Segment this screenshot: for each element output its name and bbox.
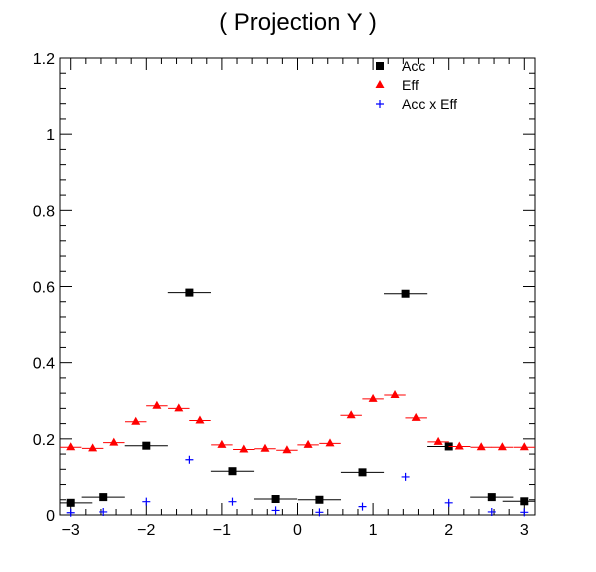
data-point bbox=[520, 497, 529, 506]
x-tick-label: 1 bbox=[369, 522, 378, 539]
legend-label: Acc bbox=[402, 58, 425, 74]
data-layer bbox=[60, 288, 535, 517]
data-point bbox=[433, 436, 443, 445]
data-point bbox=[444, 498, 453, 507]
data-point bbox=[152, 400, 162, 409]
y-tick-label: 1.2 bbox=[33, 51, 55, 68]
series-acc bbox=[60, 288, 535, 507]
data-point bbox=[99, 507, 108, 516]
legend-marker-acc bbox=[376, 62, 384, 70]
x-tick-label: 3 bbox=[520, 522, 529, 539]
data-point bbox=[88, 443, 98, 452]
data-point bbox=[476, 442, 486, 451]
data-point bbox=[315, 508, 324, 517]
data-point bbox=[315, 495, 324, 504]
data-point bbox=[303, 439, 313, 448]
data-point bbox=[358, 502, 367, 511]
axes: 0 0.2 0.4 0.6 0.8 1 1.2 −3 −2 −1 0 1 2 3 bbox=[33, 51, 535, 539]
data-point bbox=[487, 493, 496, 502]
data-point bbox=[358, 468, 367, 477]
series-acc-x-eff bbox=[66, 455, 529, 517]
y-tick-label: 0.4 bbox=[33, 356, 55, 373]
y-tick-label: 0.8 bbox=[33, 203, 55, 220]
data-point bbox=[497, 442, 507, 451]
data-point bbox=[217, 439, 227, 448]
data-point bbox=[66, 508, 75, 517]
y-tick-label: 0.2 bbox=[33, 432, 55, 449]
x-tick-label: −1 bbox=[213, 522, 231, 539]
data-point bbox=[519, 442, 529, 451]
data-point bbox=[185, 288, 194, 297]
x-tick-label: 0 bbox=[293, 522, 302, 539]
x-tick-label: 2 bbox=[444, 522, 453, 539]
data-point bbox=[142, 497, 151, 506]
data-point bbox=[487, 507, 496, 516]
data-point bbox=[454, 441, 464, 450]
data-point bbox=[271, 495, 280, 504]
data-point bbox=[260, 443, 270, 452]
data-point bbox=[346, 410, 356, 419]
data-point bbox=[520, 508, 529, 517]
data-point bbox=[131, 416, 141, 425]
data-point bbox=[411, 412, 421, 421]
y-tick-label: 0 bbox=[46, 508, 55, 525]
x-tick-label: −3 bbox=[62, 522, 80, 539]
data-point bbox=[66, 498, 75, 507]
data-point bbox=[228, 467, 237, 476]
data-point bbox=[368, 393, 378, 402]
data-point bbox=[66, 442, 76, 451]
data-point bbox=[390, 390, 400, 399]
data-point bbox=[228, 497, 237, 506]
y-tick-label: 0.6 bbox=[33, 280, 55, 297]
legend: Acc Eff Acc x Eff bbox=[375, 58, 457, 112]
legend-label: Eff bbox=[402, 77, 419, 93]
data-point bbox=[401, 472, 410, 481]
data-point bbox=[239, 444, 249, 453]
data-point bbox=[99, 493, 108, 502]
legend-label: Acc x Eff bbox=[402, 96, 457, 112]
chart-title: ( Projection Y ) bbox=[219, 9, 377, 36]
data-point bbox=[174, 403, 184, 412]
y-tick-label: 1 bbox=[46, 127, 55, 144]
x-tick-label: −2 bbox=[137, 522, 155, 539]
data-point bbox=[185, 455, 194, 464]
data-point bbox=[401, 289, 410, 298]
series-eff bbox=[60, 390, 535, 454]
data-point bbox=[142, 441, 151, 450]
legend-marker-eff bbox=[375, 80, 385, 88]
data-point bbox=[109, 437, 119, 446]
data-point bbox=[282, 445, 292, 454]
legend-marker-acc-x-eff bbox=[376, 100, 384, 108]
data-point bbox=[195, 415, 205, 424]
data-point bbox=[271, 506, 280, 515]
data-point bbox=[325, 438, 335, 447]
